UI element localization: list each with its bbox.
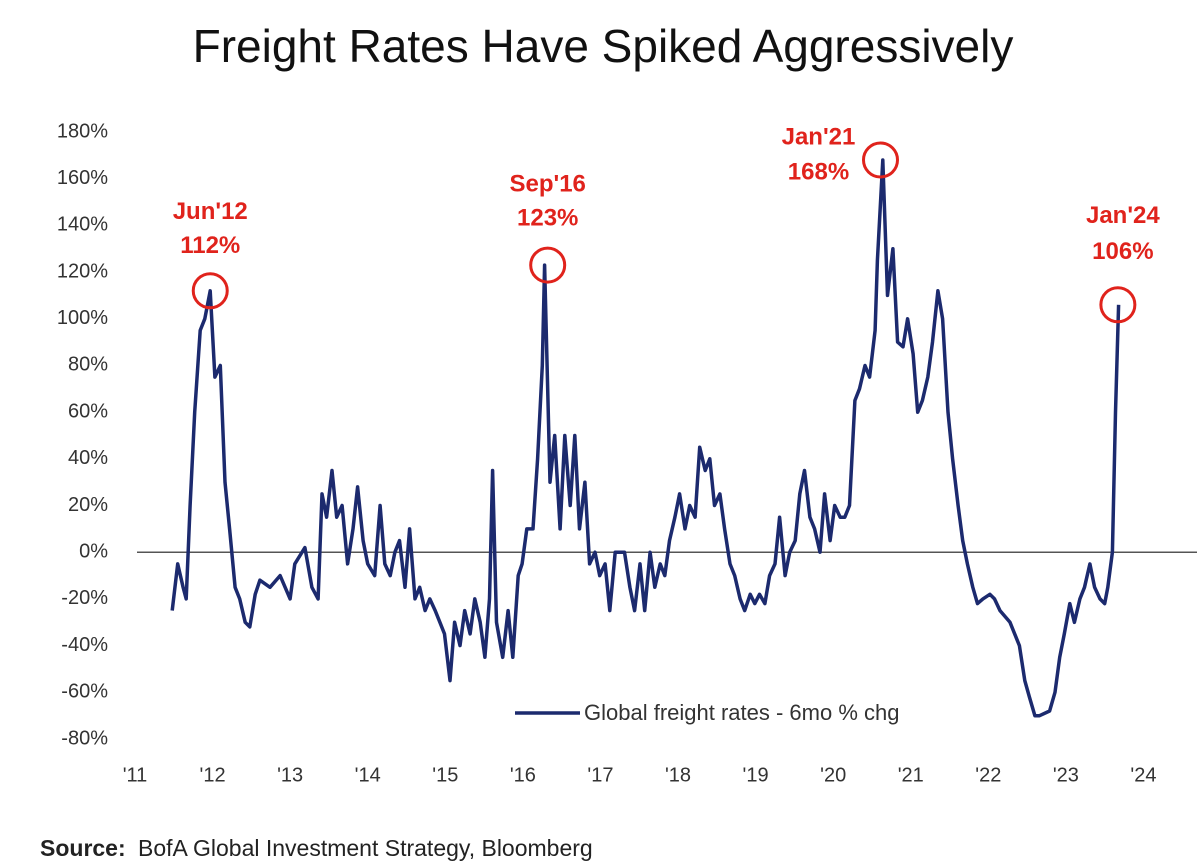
x-tick-label: '13 — [277, 764, 303, 786]
y-tick-label: 20% — [68, 494, 108, 516]
legend-label: Global freight rates - 6mo % chg — [584, 700, 899, 725]
y-tick-label: 60% — [68, 400, 108, 422]
annotation-value: 112% — [180, 232, 240, 259]
x-tick-label: '16 — [510, 764, 536, 786]
chart-title: Freight Rates Have Spiked Aggressively — [193, 20, 1014, 72]
annotation-label: Jun'12 — [173, 198, 248, 225]
y-tick-label: 140% — [57, 214, 108, 236]
x-tick-label: '22 — [975, 764, 1001, 786]
x-tick-label: '20 — [820, 764, 846, 786]
annotation-circle — [1099, 286, 1137, 324]
x-tick-label: '11 — [123, 764, 148, 786]
annotation-label: Jan'24 — [1086, 202, 1160, 229]
x-tick-label: '14 — [355, 764, 381, 786]
y-tick-label: 160% — [57, 167, 108, 189]
series-line — [170, 158, 1121, 718]
x-tick-label: '24 — [1130, 764, 1156, 786]
y-tick-label: 80% — [68, 354, 108, 376]
x-tick-label: '15 — [432, 764, 458, 786]
annotation-label: Sep'16 — [509, 170, 585, 197]
y-tick-label: 100% — [57, 307, 108, 329]
x-tick-label: '21 — [898, 764, 924, 786]
y-tick-label: -80% — [61, 727, 108, 749]
x-tick-label: '23 — [1053, 764, 1079, 786]
source-label: Source: — [40, 835, 126, 861]
annotation-circle — [191, 272, 229, 310]
x-tick-label: '12 — [200, 764, 226, 786]
y-tick-label: -60% — [61, 681, 108, 703]
annotation-value: 106% — [1092, 238, 1153, 265]
annotation-value: 168% — [788, 158, 849, 185]
annotation-circle — [861, 141, 899, 179]
x-tick-label: '17 — [587, 764, 613, 786]
y-tick-label: -20% — [61, 587, 108, 609]
y-tick-label: 180% — [57, 120, 108, 142]
y-tick-label: 120% — [57, 260, 108, 282]
annotation-label: Jan'21 — [782, 123, 856, 150]
source-text: BofA Global Investment Strategy, Bloombe… — [138, 835, 593, 861]
y-tick-label: -40% — [61, 634, 108, 656]
x-tick-label: '18 — [665, 764, 691, 786]
y-tick-label: 0% — [79, 541, 108, 563]
annotation-value: 123% — [517, 204, 578, 231]
y-tick-label: 40% — [68, 447, 108, 469]
x-tick-label: '19 — [743, 764, 769, 786]
annotation-circle — [529, 246, 567, 284]
